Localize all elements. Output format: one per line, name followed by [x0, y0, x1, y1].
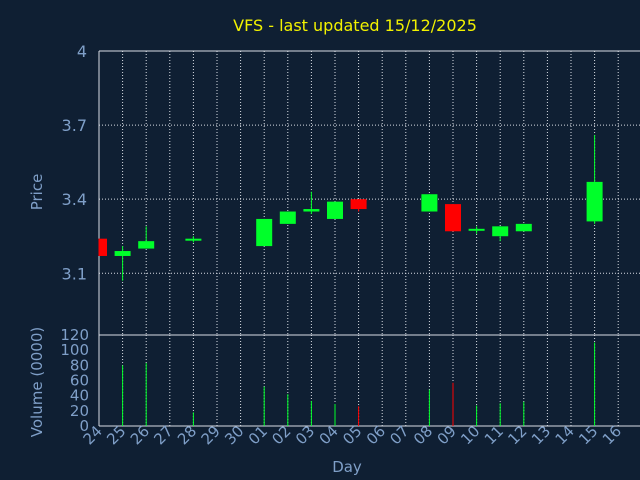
candle-body: [586, 181, 603, 222]
candle-10: [468, 226, 485, 234]
candle-body: [279, 211, 296, 224]
candle-body: [99, 238, 107, 256]
candle-body: [303, 209, 320, 212]
candle-01: [256, 218, 273, 247]
price-tick-label: 3.1: [62, 264, 87, 283]
candle-05: [350, 199, 367, 212]
candle-04: [327, 201, 343, 219]
candle-03: [303, 191, 320, 214]
candlestick-series: [98, 134, 603, 281]
volume-tick-label: 0: [79, 417, 89, 435]
candle-body: [492, 226, 509, 237]
candle-12: [515, 223, 532, 232]
candle-28: [185, 236, 202, 243]
candle-body: [445, 204, 461, 232]
volume-tick-label: 100: [60, 341, 89, 359]
candle-body: [468, 228, 485, 231]
price-tick-label: 4: [77, 42, 87, 61]
candle-02: [279, 211, 296, 224]
candle-body: [515, 223, 532, 232]
candle-09: [445, 204, 461, 232]
volume-tick-label: 80: [70, 356, 89, 374]
candle-25: [114, 246, 131, 281]
volume-tick-label: 40: [70, 387, 89, 405]
volume-tick-label: 20: [70, 402, 89, 420]
price-grid: [98, 50, 640, 426]
candle-body: [421, 194, 438, 212]
volume-tick-label: 60: [70, 372, 89, 390]
candle-11: [492, 226, 509, 242]
volume-tick-label: 120: [60, 326, 89, 344]
candle-body: [327, 201, 343, 219]
price-tick-labels: 3.1 3.4 3.7 4: [62, 42, 87, 283]
volume-axis-label: Volume (0000): [28, 327, 46, 437]
candle-08: [421, 194, 438, 212]
x-axis-label: Day: [332, 458, 362, 476]
candle-26: [138, 226, 155, 249]
candle-body: [256, 218, 273, 247]
chart-title: VFS - last updated 15/12/2025: [233, 16, 477, 35]
volume-series: [122, 342, 596, 426]
candle-body: [138, 241, 155, 249]
candle-24: [98, 238, 107, 256]
price-tick-label: 3.7: [62, 116, 87, 135]
price-axis-label: Price: [28, 174, 46, 211]
candle-body: [350, 199, 367, 210]
candle-body: [185, 238, 202, 241]
candle-15: [586, 134, 603, 224]
day-tick-labels: 2425262728293001020304050607080910111213…: [80, 422, 625, 448]
candle-body: [114, 251, 131, 256]
price-tick-label: 3.4: [62, 190, 87, 209]
